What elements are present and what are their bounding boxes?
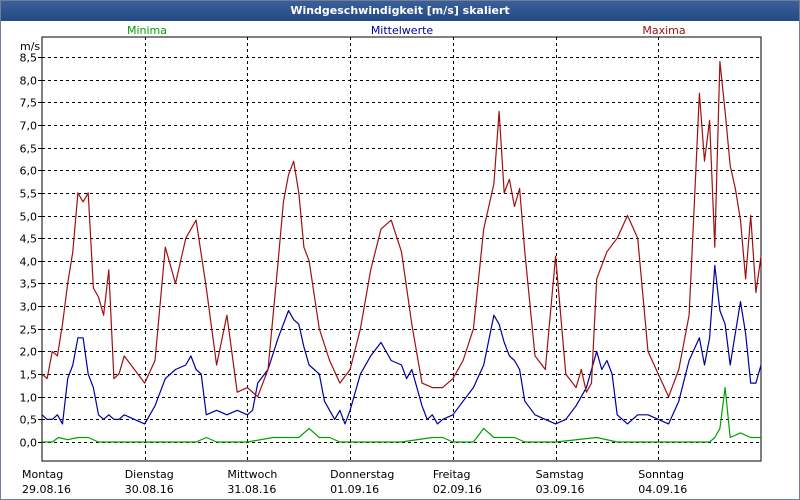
y-tick-label: 5,5 [20,188,38,201]
y-tick-label: 7,0 [20,120,38,133]
y-tick-label: 5,0 [20,211,38,224]
y-tick-label: 0,5 [20,414,38,427]
y-tick-label: 8,5 [20,52,38,65]
x-tick-label-date: 01.09.16 [330,483,379,496]
y-tick-label: 2,0 [20,346,38,359]
y-tick-label: 0,0 [20,437,38,450]
y-tick-label: 4,0 [20,256,38,269]
y-tick-label: 3,0 [20,301,38,314]
y-tick-label: 1,0 [20,392,38,405]
x-tick-label-date: 03.09.16 [536,483,585,496]
x-tick-label-date: 29.08.16 [22,483,71,496]
window-title-bar: Windgeschwindigkeit [m/s] skaliert [1,1,799,21]
x-tick-label-date: 04.09.16 [638,483,687,496]
legend-mittelwerte: Mittelwerte [371,24,434,37]
y-tick-label: 7,5 [20,97,38,110]
y-tick-label: 6,5 [20,143,38,156]
x-tick-label-day: Montag [22,468,63,481]
x-tick-label-date: 31.08.16 [227,483,276,496]
series-line-maxima [41,60,762,398]
y-axis-label: m/s [20,40,40,53]
x-tick-label-day: Freitag [433,468,471,481]
plot-area [41,36,762,462]
legend-maxima: Maxima [642,24,685,37]
x-tick-label-day: Sonntag [638,468,684,481]
x-tick-label-day: Samstag [536,468,584,481]
y-tick-label: 8,0 [20,75,38,88]
y-tick-label: 1,5 [20,369,38,382]
y-tick-label: 4,5 [20,233,38,246]
x-tick-label-day: Mittwoch [227,468,277,481]
window-title: Windgeschwindigkeit [m/s] skaliert [290,4,510,17]
x-tick-label-day: Donnerstag [330,468,394,481]
legend-minima: Minima [127,24,167,37]
series-line-minima [42,387,761,443]
y-tick-label: 2,5 [20,324,38,337]
x-tick-label-date: 02.09.16 [433,483,482,496]
y-tick-label: 6,0 [20,165,38,178]
x-tick-label-day: Dienstag [125,468,174,481]
y-tick-label: 3,5 [20,278,38,291]
series-line-mittelwerte [41,264,762,425]
x-tick-label-date: 30.08.16 [125,483,174,496]
